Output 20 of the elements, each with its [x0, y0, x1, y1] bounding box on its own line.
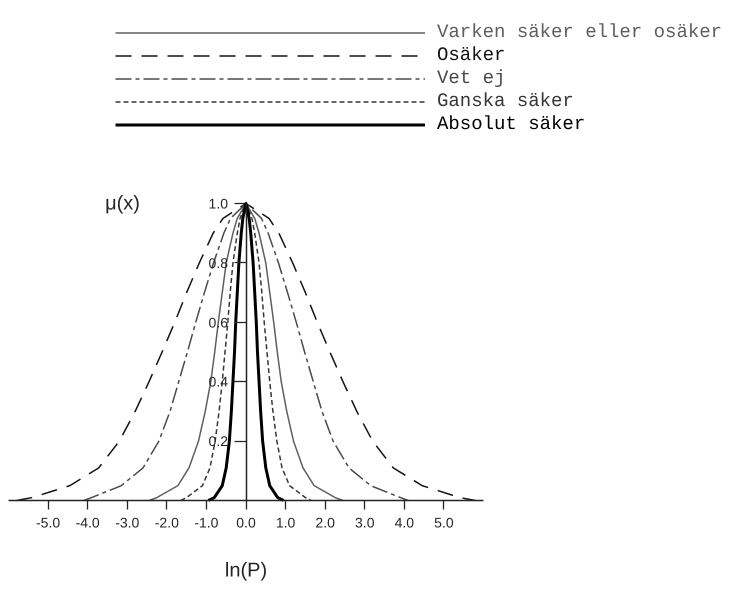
text: Osäker [437, 44, 506, 66]
text: Varken säker eller osäker [437, 21, 722, 43]
x-tick-label: -3.0 [115, 514, 140, 530]
y-axis-title: μ(x) [105, 192, 140, 214]
x-tick-label: -4.0 [76, 514, 100, 530]
text: Ganska säker [437, 90, 574, 112]
x-axis-title: ln(P) [224, 560, 268, 582]
x-tick-label: -5.0 [36, 514, 60, 530]
x-tick-label: 3.0 [355, 514, 375, 530]
x-tick-label: -1.0 [194, 514, 219, 530]
x-tick-label: 2.0 [315, 514, 336, 530]
text: Vet ej [437, 67, 506, 89]
x-tick-label: 4.0 [394, 514, 414, 530]
x-tick-label: 0.0 [236, 514, 256, 530]
text: Absolut säker [437, 113, 586, 135]
y-tick-label: 1.0 [208, 196, 228, 212]
x-tick-label: 5.0 [434, 514, 454, 530]
x-tick-label: -2.0 [154, 514, 180, 530]
x-tick-label: 1.0 [276, 514, 296, 530]
y-tick-label: 0.2 [208, 433, 228, 450]
